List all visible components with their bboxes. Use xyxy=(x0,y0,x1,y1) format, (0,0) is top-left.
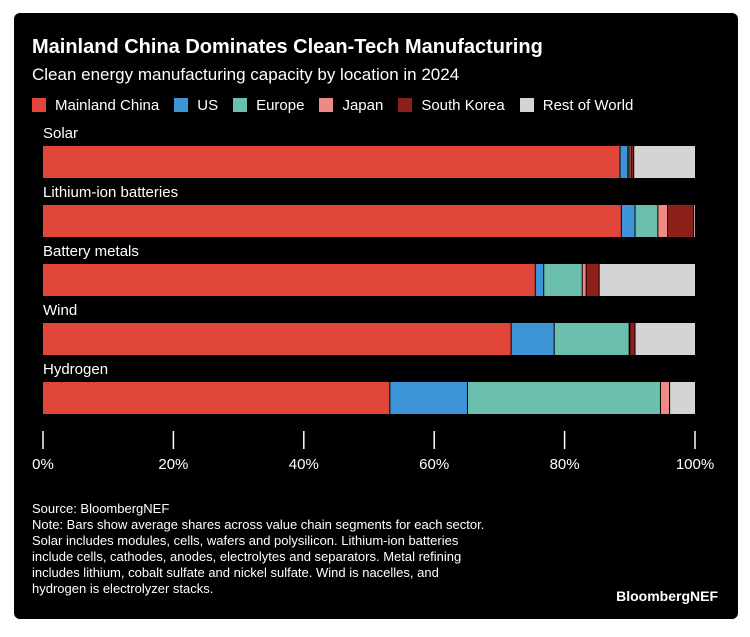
bar-segment-lithium-ion-batteries-us xyxy=(621,205,636,237)
bar-segment-wind-south-korea xyxy=(629,323,636,355)
legend-label: South Korea xyxy=(421,96,505,114)
legend-label: Europe xyxy=(256,96,305,114)
note-line: Solar includes modules, cells, wafers an… xyxy=(32,533,459,548)
bar-segment-solar-europe xyxy=(627,146,630,178)
bar-segment-solar-mainland-china xyxy=(43,146,621,178)
bar-segment-battery-metals-mainland-china xyxy=(43,264,536,296)
bar-segment-lithium-ion-batteries-japan xyxy=(657,205,668,237)
x-tick-label: 40% xyxy=(289,456,319,473)
bar-segment-battery-metals-rest-of-world xyxy=(599,264,695,296)
x-tick-label: 0% xyxy=(32,456,54,473)
x-tick-label: 80% xyxy=(550,456,580,473)
bar-segment-hydrogen-mainland-china xyxy=(43,382,390,414)
note-line: includes lithium, cobalt sulfate and nic… xyxy=(32,565,439,580)
category-label-solar: Solar xyxy=(43,125,78,142)
legend-label: Mainland China xyxy=(55,96,160,114)
bar-segment-solar-south-korea xyxy=(631,146,634,178)
legend-item-europe: Europe xyxy=(233,97,304,114)
category-label-battery-metals: Battery metals xyxy=(43,243,139,260)
stacked-bar-chart: Solar Lithium-ion batteries Battery metals… xyxy=(32,125,714,473)
brand-logo: BloombergNEF xyxy=(616,588,718,604)
bar-segment-battery-metals-us xyxy=(535,264,544,296)
bar-segment-battery-metals-south-korea xyxy=(586,264,600,296)
legend-swatch xyxy=(233,98,248,112)
legend-swatch xyxy=(519,98,534,112)
bar-segment-solar-japan xyxy=(629,146,632,178)
legend-swatch xyxy=(319,98,334,112)
bar-segment-wind-rest-of-world xyxy=(635,323,695,355)
bar-segment-solar-us xyxy=(620,146,628,178)
legend-item-us: US xyxy=(174,97,218,114)
bar-segment-hydrogen-japan xyxy=(660,382,670,414)
bar-segment-wind-europe xyxy=(554,323,630,355)
bar-segment-wind-mainland-china xyxy=(43,323,512,355)
legend-item-japan: Japan xyxy=(319,97,383,114)
bar-segment-wind-us xyxy=(511,323,555,355)
legend: Mainland China US Europe Japan South Korea Re… xyxy=(32,95,648,115)
chart-title: Mainland China Dominates Clean-Tech Manu… xyxy=(32,36,543,58)
legend-swatch xyxy=(32,98,46,112)
bar-segment-hydrogen-rest-of-world xyxy=(669,382,695,414)
legend-item-south-korea: South Korea xyxy=(398,96,505,114)
x-tick-label: 60% xyxy=(419,456,449,473)
chart-subtitle: Clean energy manufacturing capacity by l… xyxy=(32,65,460,84)
bar-segment-lithium-ion-batteries-rest-of-world xyxy=(693,205,695,237)
bar-segment-lithium-ion-batteries-south-korea xyxy=(667,205,694,237)
bar-segment-battery-metals-europe xyxy=(543,264,583,296)
bar-segment-hydrogen-europe xyxy=(467,382,661,414)
note-line: hydrogen is electrolyzer stacks. xyxy=(32,581,214,596)
x-tick-label: 100% xyxy=(676,456,714,473)
notes: Source: BloombergNEF Note: Bars show ave… xyxy=(32,501,632,597)
note-line: include cells, cathodes, anodes, electro… xyxy=(32,549,462,564)
legend-item-mainland-china: Mainland China xyxy=(32,97,159,114)
x-tick-label: 20% xyxy=(158,456,188,473)
legend-label: Rest of World xyxy=(542,96,634,114)
legend-label: US xyxy=(197,96,219,114)
bar-segment-lithium-ion-batteries-europe xyxy=(635,205,658,237)
bar-segment-battery-metals-japan xyxy=(582,264,587,296)
legend-item-rest-of-world: Rest of World xyxy=(519,96,634,114)
bar-segment-lithium-ion-batteries-mainland-china xyxy=(43,205,622,237)
category-label-wind: Wind xyxy=(43,302,77,319)
bar-segment-hydrogen-us xyxy=(389,382,468,414)
legend-swatch xyxy=(398,98,413,112)
legend-swatch xyxy=(174,98,189,112)
category-label-lithium-ion-batteries: Lithium-ion batteries xyxy=(43,184,178,201)
legend-label: Japan xyxy=(342,96,384,114)
bar-segment-solar-rest-of-world xyxy=(633,146,695,178)
category-label-hydrogen: Hydrogen xyxy=(43,361,108,378)
note-line: Note: Bars show average shares across va… xyxy=(32,517,485,532)
source-text: Source: BloombergNEF xyxy=(32,501,170,516)
chart-card: Mainland China Dominates Clean-Tech Manu… xyxy=(14,13,738,619)
